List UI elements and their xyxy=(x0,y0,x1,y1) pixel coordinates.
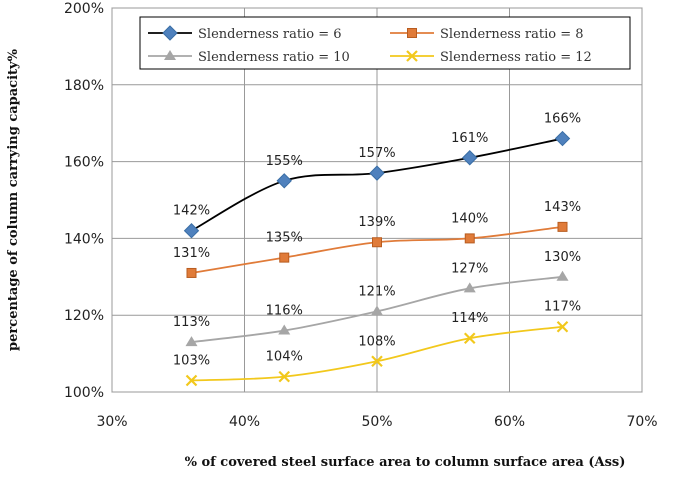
data-label: 127% xyxy=(451,261,488,276)
data-label: 114% xyxy=(451,311,488,326)
y-tick-label: 180% xyxy=(64,78,104,94)
legend-box xyxy=(139,16,631,70)
legend-marker xyxy=(162,25,178,41)
data-point xyxy=(556,270,569,281)
x-axis-title: % of covered steel surface area to colum… xyxy=(185,455,626,470)
data-label: 139% xyxy=(358,215,395,230)
data-point xyxy=(186,267,197,278)
data-label: 131% xyxy=(173,246,210,261)
legend-label: Slenderness ratio = 6 xyxy=(198,27,342,42)
legend-label: Slenderness ratio = 10 xyxy=(198,50,350,65)
data-label: 155% xyxy=(266,154,303,169)
legend-label: Slenderness ratio = 8 xyxy=(440,27,584,42)
x-axis-ticks: 30% 40% 50% 60% 70% xyxy=(96,414,657,430)
data-point xyxy=(185,374,198,387)
legend-label: Slenderness ratio = 12 xyxy=(440,50,592,65)
data-point xyxy=(276,173,292,189)
data-label: 113% xyxy=(173,315,210,330)
data-label: 117% xyxy=(544,300,581,315)
data-point xyxy=(278,324,291,335)
data-label: 116% xyxy=(266,304,303,319)
data-label: 143% xyxy=(544,200,581,215)
series-layer xyxy=(183,130,571,387)
data-point xyxy=(462,150,478,166)
data-label: 157% xyxy=(358,146,395,161)
data-point xyxy=(556,320,569,333)
data-point xyxy=(463,332,476,345)
data-point xyxy=(183,223,200,239)
data-label: 108% xyxy=(358,334,395,349)
data-label: 142% xyxy=(173,204,210,219)
data-label: 104% xyxy=(266,350,303,365)
y-tick-label: 160% xyxy=(64,155,104,171)
legend-marker xyxy=(407,28,417,38)
data-label: 130% xyxy=(544,250,581,265)
y-tick-label: 100% xyxy=(64,385,104,401)
data-point xyxy=(372,237,382,248)
data-point xyxy=(369,165,385,181)
data-point xyxy=(464,233,475,244)
x-tick-label: 50% xyxy=(361,414,392,430)
data-labels: 142% 155% 157% 161% 166% 131% 135% 139% 140% 143%… xyxy=(173,112,581,369)
data-point xyxy=(554,130,571,147)
data-label: 140% xyxy=(451,211,488,226)
x-tick-label: 30% xyxy=(96,414,127,430)
legend-marker xyxy=(406,50,418,62)
data-label: 161% xyxy=(451,131,488,146)
y-tick-label: 140% xyxy=(64,231,104,247)
x-tick-label: 60% xyxy=(494,414,525,430)
data-point xyxy=(463,282,476,293)
y-axis-title: percentage of column carrying capacity% xyxy=(6,48,21,351)
y-axis-ticks: 100% 120% 140% 160% 180% 200% xyxy=(64,1,104,401)
y-tick-label: 200% xyxy=(64,1,104,17)
x-tick-label: 70% xyxy=(626,414,657,430)
data-point xyxy=(185,336,198,347)
data-label: 166% xyxy=(544,112,581,127)
data-point xyxy=(371,305,383,316)
legend-marker xyxy=(164,50,176,60)
legend: Slenderness ratio = 6 Slenderness ratio =… xyxy=(139,16,631,70)
data-label: 103% xyxy=(173,353,210,368)
data-label: 121% xyxy=(358,284,395,299)
grid-lines xyxy=(111,7,643,393)
data-label: 135% xyxy=(266,231,303,246)
data-point xyxy=(371,355,383,368)
data-point xyxy=(279,252,290,263)
y-tick-label: 120% xyxy=(64,308,104,324)
data-point xyxy=(557,221,568,232)
data-point xyxy=(278,370,291,383)
x-tick-label: 40% xyxy=(229,414,260,430)
